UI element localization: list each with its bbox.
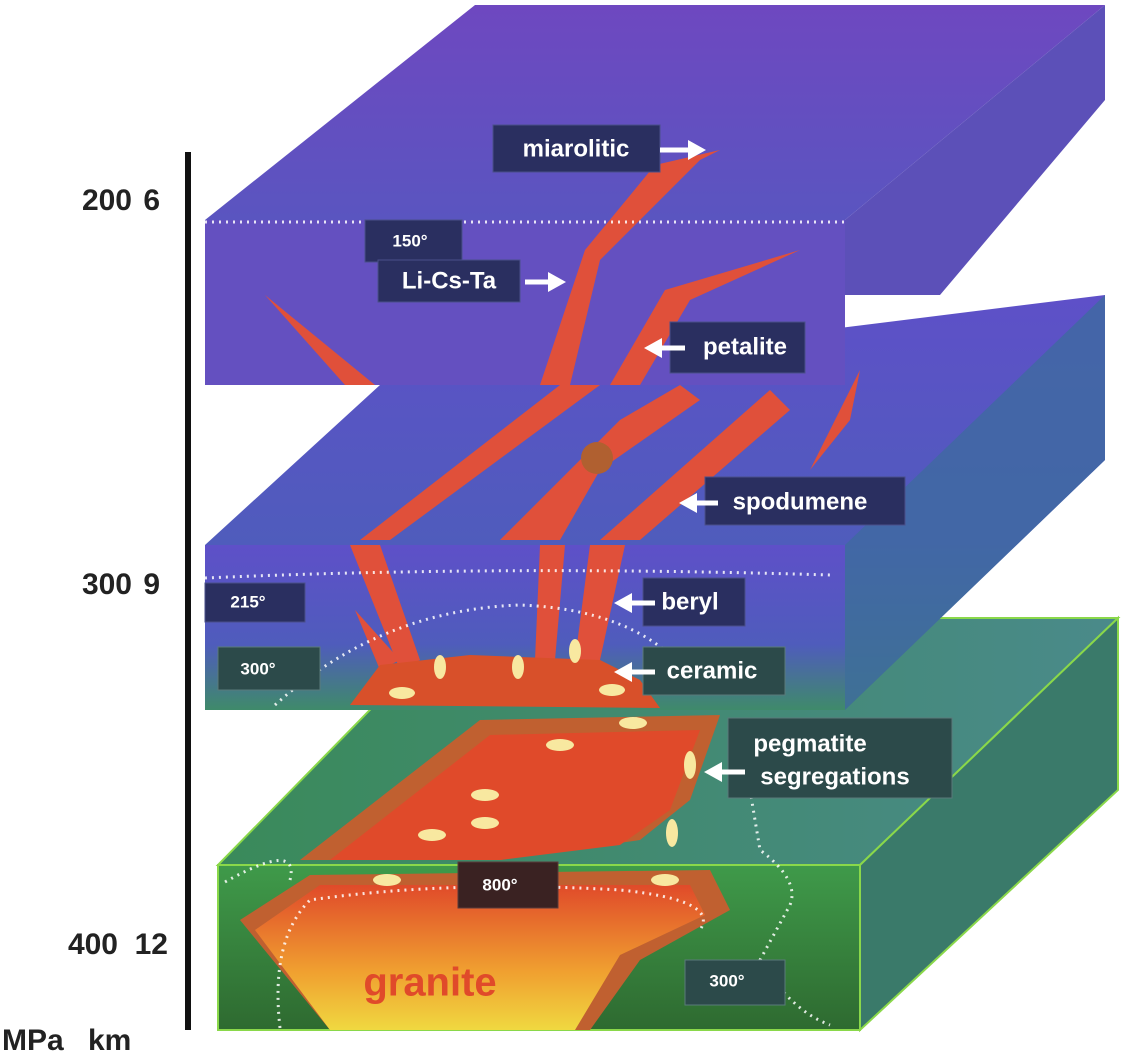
label: segregations [760,763,909,790]
labels: miarolitic 150° Li-Cs-Ta petalite spodum… [204,124,953,1006]
isotherms [204,220,845,1029]
label: pegmatite [753,730,866,757]
label: beryl [661,588,718,615]
label-box [457,861,559,909]
label: Li-Cs-Ta [402,267,497,294]
pressure-unit: MPa [2,1024,64,1057]
temperature: 300° [709,971,744,990]
granite-label: granite [363,961,496,1005]
pressure: 400 [68,928,118,961]
label-box [727,717,953,799]
temperature: 800° [482,875,517,894]
label-box [217,646,321,691]
top-slab [205,5,1105,385]
pressure: 300 [82,568,132,601]
inclusions [373,639,696,886]
temperature: 300° [240,659,275,678]
label-box [204,582,306,623]
label-box [364,219,463,263]
depth-scale: 200 6 300 9 400 12 MPa km [2,152,191,1057]
label-box [669,321,806,374]
label: ceramic [667,657,758,684]
label-box [642,646,786,696]
label: miarolitic [523,135,630,162]
veins [240,150,860,1030]
pressure: 200 [82,184,132,217]
label-box [377,259,521,303]
label: petalite [703,333,787,360]
arrows [525,140,745,782]
depth: 6 [143,184,160,217]
label-box [704,476,906,526]
depth: 12 [135,928,168,961]
depth: 9 [143,568,160,601]
label-box [642,577,746,627]
depth-unit: km [88,1024,131,1057]
label-box [492,124,661,173]
temperature: 150° [392,231,427,250]
label: spodumene [733,488,868,515]
label-box [684,959,786,1006]
temperature: 215° [230,592,265,611]
